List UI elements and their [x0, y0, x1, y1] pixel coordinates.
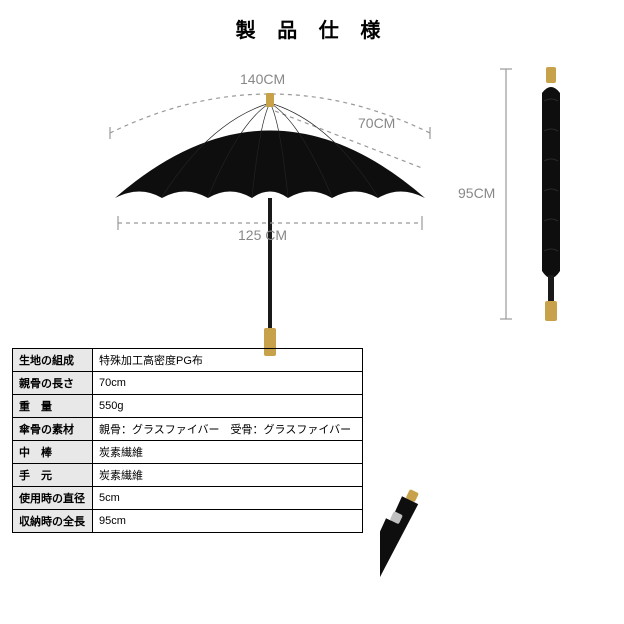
- table-row: 収納時の全長95cm: [13, 510, 363, 533]
- spec-label: 使用時の直径: [13, 487, 93, 510]
- spec-label: 親骨の長さ: [13, 372, 93, 395]
- table-row: 重 量550g: [13, 395, 363, 418]
- spec-value: 5cm: [93, 487, 363, 510]
- spec-value: 炭素繊維: [93, 464, 363, 487]
- spec-label: 生地の組成: [13, 349, 93, 372]
- spec-label: 手 元: [13, 464, 93, 487]
- dim-closed-length: 95CM: [458, 185, 495, 201]
- open-umbrella-diagram: 140CM 70CM 125 CM: [100, 73, 440, 368]
- table-row: 傘骨の素材親骨：グラスファイバー 受骨：グラスファイバー: [13, 418, 363, 441]
- spec-label: 重 量: [13, 395, 93, 418]
- spec-table: 生地の組成特殊加工高密度PG布 親骨の長さ70cm 重 量550g 傘骨の素材親…: [12, 348, 363, 533]
- dim-rib-length: 70CM: [358, 115, 395, 131]
- table-row: 中 棒炭素繊維: [13, 441, 363, 464]
- diagram-area: 140CM 70CM 125 CM 95CM: [0, 43, 624, 343]
- dim-open-diameter: 125 CM: [238, 227, 287, 243]
- table-row: 手 元炭素繊維: [13, 464, 363, 487]
- spec-value: 特殊加工高密度PG布: [93, 349, 363, 372]
- dim-arc-span: 140CM: [240, 71, 285, 87]
- spec-label: 収納時の全長: [13, 510, 93, 533]
- table-row: 親骨の長さ70cm: [13, 372, 363, 395]
- spec-value: 70cm: [93, 372, 363, 395]
- spec-label: 中 棒: [13, 441, 93, 464]
- spec-label: 傘骨の素材: [13, 418, 93, 441]
- spec-value: 550g: [93, 395, 363, 418]
- spec-value: 親骨：グラスファイバー 受骨：グラスファイバー: [93, 418, 363, 441]
- closed-umbrella-diagram: 95CM: [494, 61, 584, 336]
- folded-umbrellas: [380, 481, 600, 606]
- table-row: 使用時の直径5cm: [13, 487, 363, 510]
- page-title: 製 品 仕 様: [0, 0, 624, 43]
- spec-value: 95cm: [93, 510, 363, 533]
- table-row: 生地の組成特殊加工高密度PG布: [13, 349, 363, 372]
- spec-value: 炭素繊維: [93, 441, 363, 464]
